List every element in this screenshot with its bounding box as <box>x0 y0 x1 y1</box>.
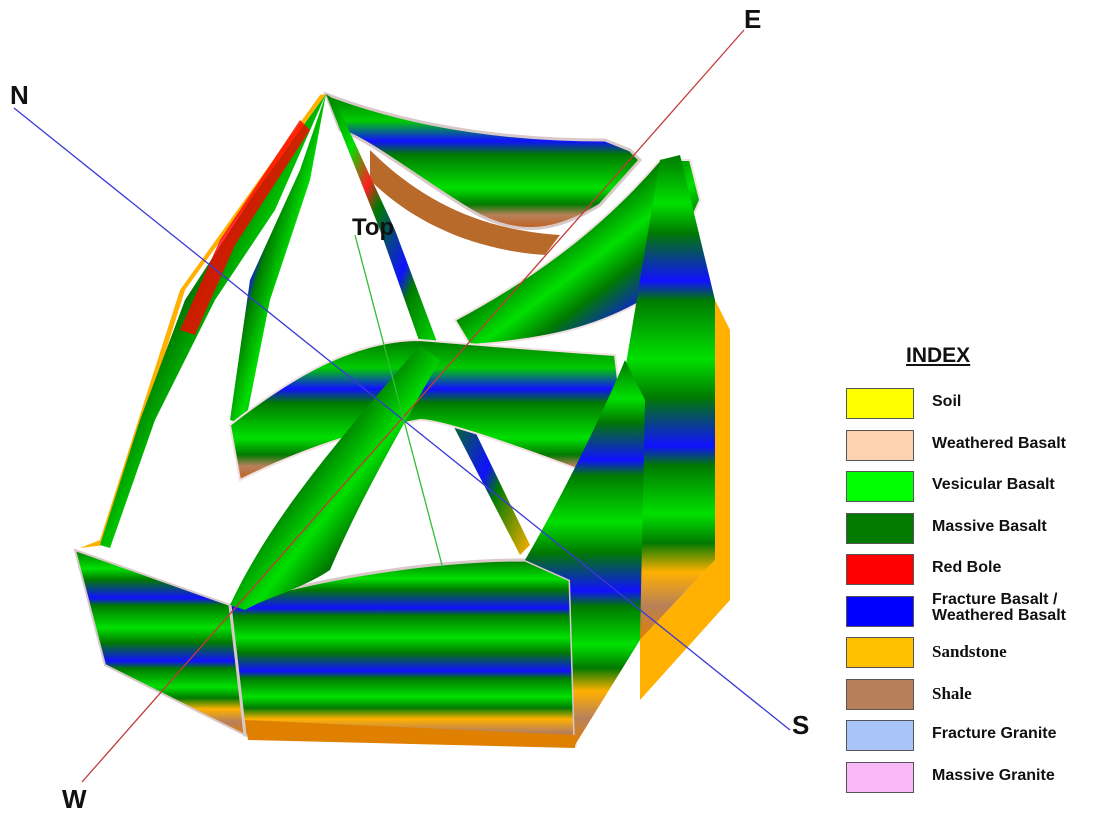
legend-label: Weathered Basalt <box>932 434 1066 452</box>
panel-south-east-corner <box>525 360 645 745</box>
legend-swatch <box>846 512 914 544</box>
panel-north-west-inner <box>230 94 326 425</box>
red-bole-streak <box>180 120 310 335</box>
legend-item: Fracture Granite <box>840 720 1102 756</box>
panel-central-spike <box>326 94 530 555</box>
legend-label: Soil <box>932 393 962 410</box>
top-label: Top <box>352 214 395 241</box>
compass-west-label: W <box>62 784 87 814</box>
panel-north-east-back <box>323 91 643 230</box>
panel-front-diagonal <box>230 345 440 610</box>
legend-swatch <box>846 637 914 668</box>
legend-item: Red Bole <box>840 554 1102 590</box>
legend-swatch <box>846 595 914 627</box>
panel-east-face-sand <box>640 300 730 700</box>
panel-south-west-front <box>73 548 247 737</box>
panel-south-front-base <box>245 720 575 748</box>
legend-swatch <box>846 761 914 793</box>
legend-label: Sandstone <box>932 642 1007 661</box>
legend-item: Vesicular Basalt <box>840 471 1102 507</box>
legend: INDEX Soil Weathered Basalt Vesicular Basa… <box>840 344 1102 804</box>
legend-label: Vesicular Basalt <box>932 476 1055 493</box>
panel-north-west <box>100 94 326 548</box>
legend-item: Massive Granite <box>840 761 1102 798</box>
legend-swatch <box>846 554 914 585</box>
legend-swatch <box>846 429 914 461</box>
vertical-axis <box>354 234 443 566</box>
compass-north-label: N <box>10 80 29 110</box>
legend-item: Massive Basalt <box>840 512 1102 549</box>
legend-label: Fracture Basalt / Weathered Basalt <box>932 590 1066 624</box>
legend-item: Soil <box>840 388 1102 424</box>
legend-label: Shale <box>932 683 972 703</box>
compass-south-label: S <box>792 710 810 740</box>
east-west-axis <box>81 29 745 783</box>
legend-swatch <box>846 678 914 710</box>
legend-label: Red Bole <box>932 559 1002 576</box>
legend-label: Massive Basalt <box>932 517 1047 535</box>
legend-swatch <box>846 388 914 419</box>
legend-label: Massive Granite <box>932 766 1055 784</box>
legend-item: Fracture Basalt / Weathered Basalt <box>840 591 1102 632</box>
panel-east-face <box>620 155 715 640</box>
panel-north-east-back-base <box>370 150 560 255</box>
legend-item: Shale <box>840 678 1102 715</box>
legend-item: Weathered Basalt <box>840 429 1102 466</box>
legend-item: Sandstone <box>840 637 1102 673</box>
legend-swatch <box>846 720 914 751</box>
legend-swatch <box>846 471 914 502</box>
legend-label: Fracture Granite <box>932 725 1057 742</box>
compass-east-label: E <box>744 4 762 34</box>
legend-title: INDEX <box>906 344 971 367</box>
